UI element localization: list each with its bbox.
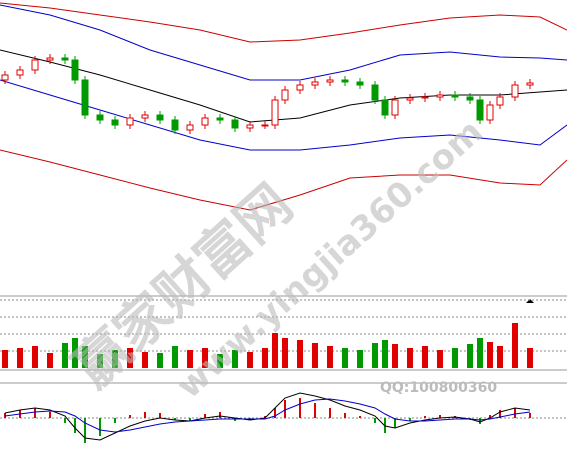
volume-bar [437, 350, 443, 368]
volume-bar [32, 346, 38, 368]
candle-body [326, 79, 334, 83]
band-line [0, 79, 567, 151]
volume-bar [382, 340, 388, 368]
candle-body [126, 117, 134, 126]
macd-line [4, 398, 531, 433]
candle-body [16, 69, 24, 76]
candle-body [296, 84, 304, 91]
candle-body [496, 96, 504, 106]
volume-bar [392, 344, 398, 368]
candle-body [201, 117, 209, 126]
volume-bar [407, 348, 413, 368]
volume-bar [62, 343, 68, 368]
candle-body [436, 94, 444, 98]
volume-bar [172, 346, 178, 368]
candle-body [451, 94, 459, 98]
volume-bar [232, 350, 238, 368]
band-line [0, 2, 567, 43]
candle-body [486, 104, 494, 121]
candle-body [526, 82, 534, 86]
candle-body [421, 96, 429, 99]
volume-bar [467, 344, 473, 368]
volume-bar [112, 350, 118, 368]
volume-bar [512, 323, 518, 368]
candle-body [341, 79, 349, 83]
volume-bar [297, 340, 303, 368]
candle-body [81, 79, 89, 116]
candle-body [311, 81, 319, 86]
candle-body [156, 114, 164, 121]
candle-body [61, 57, 69, 61]
candle-body [186, 124, 194, 131]
volume-bar [497, 346, 503, 368]
volume-bar [142, 352, 148, 368]
candle-body [71, 59, 79, 81]
candle-body [391, 99, 399, 116]
volume-bar [272, 333, 278, 368]
candle-body [381, 99, 389, 116]
volume-bar [342, 348, 348, 368]
volume-bar [82, 346, 88, 368]
volume-bar [357, 350, 363, 368]
macd-line [4, 392, 531, 441]
candle-body [111, 119, 119, 126]
volume-bar [217, 354, 223, 368]
candle-body [281, 89, 289, 101]
volume-bar [452, 348, 458, 368]
candle-body [371, 84, 379, 101]
volume-bar [157, 353, 163, 368]
volume-bar [47, 353, 53, 368]
candle-body [96, 114, 104, 121]
volume-bar [422, 346, 428, 368]
candle-body [511, 84, 519, 98]
watermark-qq: QQ:100800360 [380, 380, 497, 396]
marker [526, 299, 534, 303]
candle-body [231, 119, 239, 129]
volume-bar [127, 348, 133, 368]
candle-body [261, 124, 269, 127]
candle-body [216, 117, 224, 121]
volume-bar [187, 350, 193, 368]
volume-bar [527, 348, 533, 368]
band-line [0, 149, 567, 211]
volume-bar [477, 338, 483, 368]
volume-bar [327, 346, 333, 368]
candle-body [466, 96, 474, 101]
volume-bar [202, 348, 208, 368]
volume-bar [17, 348, 23, 368]
candle-body [246, 124, 254, 129]
candle-body [1, 74, 9, 81]
candle-body [476, 99, 484, 121]
candle-body [406, 97, 414, 101]
volume-bar [282, 338, 288, 368]
band-line [0, 4, 567, 81]
volume-bar [372, 343, 378, 368]
candle-body [141, 114, 149, 119]
candle-body [356, 81, 364, 86]
volume-bar [312, 343, 318, 368]
candle-body [46, 57, 54, 61]
volume-bar [487, 342, 493, 368]
volume-bar [247, 352, 253, 368]
candle-body [171, 119, 179, 131]
volume-bar [2, 350, 8, 368]
candle-body [271, 99, 279, 126]
volume-bar [97, 354, 103, 368]
volume-bar [262, 348, 268, 368]
candle-body [31, 59, 39, 71]
volume-bar [72, 338, 78, 368]
